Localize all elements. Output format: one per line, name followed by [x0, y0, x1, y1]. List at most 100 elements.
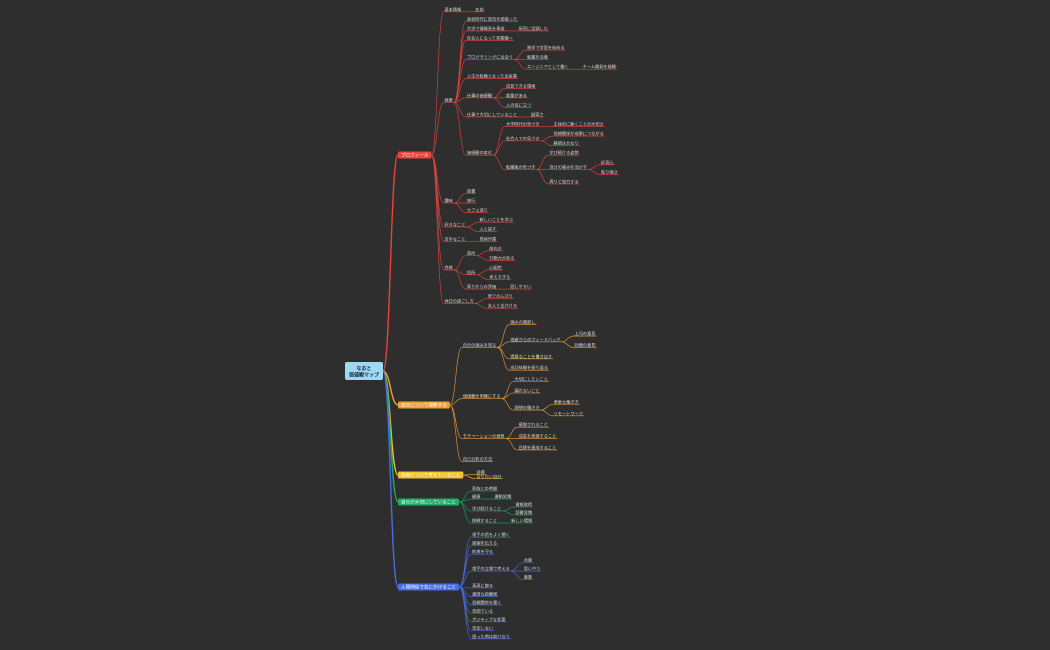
node-label: 休日の過ごし方 — [444, 297, 473, 304]
connector — [540, 140, 553, 146]
node-label: 転職を決意 — [527, 54, 549, 61]
node-label: 思いやり — [524, 565, 541, 572]
node-label: 行動力がある — [489, 254, 514, 261]
connector — [453, 255, 466, 271]
node-label: 名前 — [475, 6, 483, 13]
node-label: 信頼関係を築く — [472, 599, 501, 606]
node-label: 仕事で大切にしていること — [467, 111, 517, 118]
connector — [431, 102, 444, 156]
node-label: 周りと協力する — [549, 178, 578, 185]
node-label: 性格 — [444, 264, 453, 271]
connector — [540, 409, 553, 417]
connector — [382, 370, 399, 588]
node-label: 基本情報 — [444, 6, 462, 13]
connector — [561, 341, 574, 348]
branch-label: 将来について考えていること — [401, 472, 460, 479]
connector — [431, 11, 444, 156]
connector — [502, 510, 515, 516]
node-label: 独学で学習を始める — [527, 44, 565, 51]
node-label: 上司の意見 — [575, 330, 597, 337]
node-label: 理想の働き方 — [515, 404, 540, 411]
connector — [492, 154, 506, 170]
node-label: 主体的に動くことの大切さ — [554, 121, 604, 128]
connector — [459, 570, 472, 588]
connector — [501, 381, 514, 399]
connector — [536, 154, 549, 170]
branch-label: プロフィール — [401, 153, 429, 159]
node-label: 学び続けること — [472, 505, 501, 512]
connector — [492, 97, 506, 108]
node-label: 柔軟な働き方 — [554, 398, 579, 405]
connector — [466, 226, 479, 233]
node-label: 相手の話をよく聞く — [472, 531, 510, 538]
node-label: 単純作業 — [479, 235, 497, 242]
connector — [431, 154, 444, 304]
branch-box — [398, 471, 464, 479]
connector — [492, 140, 506, 156]
node-label: 感謝されること — [519, 421, 548, 428]
node-label: 前向き — [489, 245, 502, 252]
connector — [453, 102, 466, 118]
connector — [453, 78, 466, 103]
connector — [497, 341, 510, 348]
branch-label: 自分について理解する — [401, 402, 447, 409]
connector — [449, 398, 462, 406]
node-label: 信頼関係が成果につながる — [554, 130, 604, 137]
connector — [474, 303, 487, 309]
node-label: 仕事の価値観 — [467, 92, 493, 99]
node-label: 自己分析の方法 — [463, 455, 493, 462]
connector — [588, 169, 601, 175]
branch-box — [398, 498, 459, 506]
node-label: ポジティブな言葉 — [472, 616, 506, 623]
connector — [453, 97, 466, 103]
node-label: 好奇心 — [601, 159, 614, 166]
connector — [501, 392, 514, 399]
node-label: 粘り強さ — [601, 168, 618, 175]
branch-box — [398, 583, 460, 591]
node-label: 周りからの評価 — [467, 283, 496, 290]
node-label: 大学時代の気づき — [506, 121, 540, 128]
node-label: 運動習慣 — [494, 493, 512, 500]
node-label: 人と話す — [479, 226, 496, 233]
node-label: 譲れないこと — [515, 387, 540, 394]
node-label: 素直に謝る — [472, 582, 493, 589]
connector — [513, 59, 526, 70]
node-label: 笑顔でいる — [472, 607, 493, 614]
connector — [497, 324, 510, 348]
node-label: 困った時は助け合う — [472, 633, 510, 640]
connector — [449, 404, 463, 462]
node-label: 学び続ける姿勢 — [549, 149, 579, 156]
connector — [458, 501, 472, 524]
node-label: 得意なことを書き出す — [510, 353, 552, 360]
node-label: 大切にしたいこと — [515, 376, 549, 383]
node-label: 感謝を伝える — [472, 540, 497, 547]
node-label: 短所 — [467, 269, 476, 276]
node-label: チーム開発を経験 — [583, 63, 617, 70]
node-label: 新しいことを学ぶ — [479, 216, 513, 223]
connector — [497, 347, 510, 371]
connector — [505, 438, 518, 451]
root-box — [345, 362, 383, 380]
node-label: 長所 — [467, 250, 476, 257]
links — [382, 11, 619, 640]
connector — [476, 255, 489, 261]
node-label: 約束を守る — [472, 548, 493, 555]
node-label: 経歴 — [444, 97, 452, 104]
node-label: 社会人になって営業職へ — [467, 34, 513, 41]
branch-label: 人間関係で気にかけること — [401, 584, 456, 591]
node-label: 人生の転機となった出来事 — [467, 73, 517, 80]
connector — [510, 570, 523, 580]
node-label: 否定しない — [472, 624, 493, 631]
node-label: 尊重 — [524, 574, 532, 581]
root-label: なおと — [356, 365, 371, 372]
node-label: エンジニアとして働く — [527, 63, 569, 70]
connector — [536, 169, 549, 185]
connector — [453, 102, 467, 156]
node-label: 同僚の意見 — [575, 341, 597, 348]
connector — [458, 586, 472, 640]
connector — [453, 202, 466, 213]
node-label: 話しやすい — [510, 283, 531, 290]
node-label: 旅行 — [467, 197, 475, 204]
node-label: 転職後の気づき — [506, 164, 535, 171]
node-label: 人の役に立つ — [506, 101, 531, 108]
